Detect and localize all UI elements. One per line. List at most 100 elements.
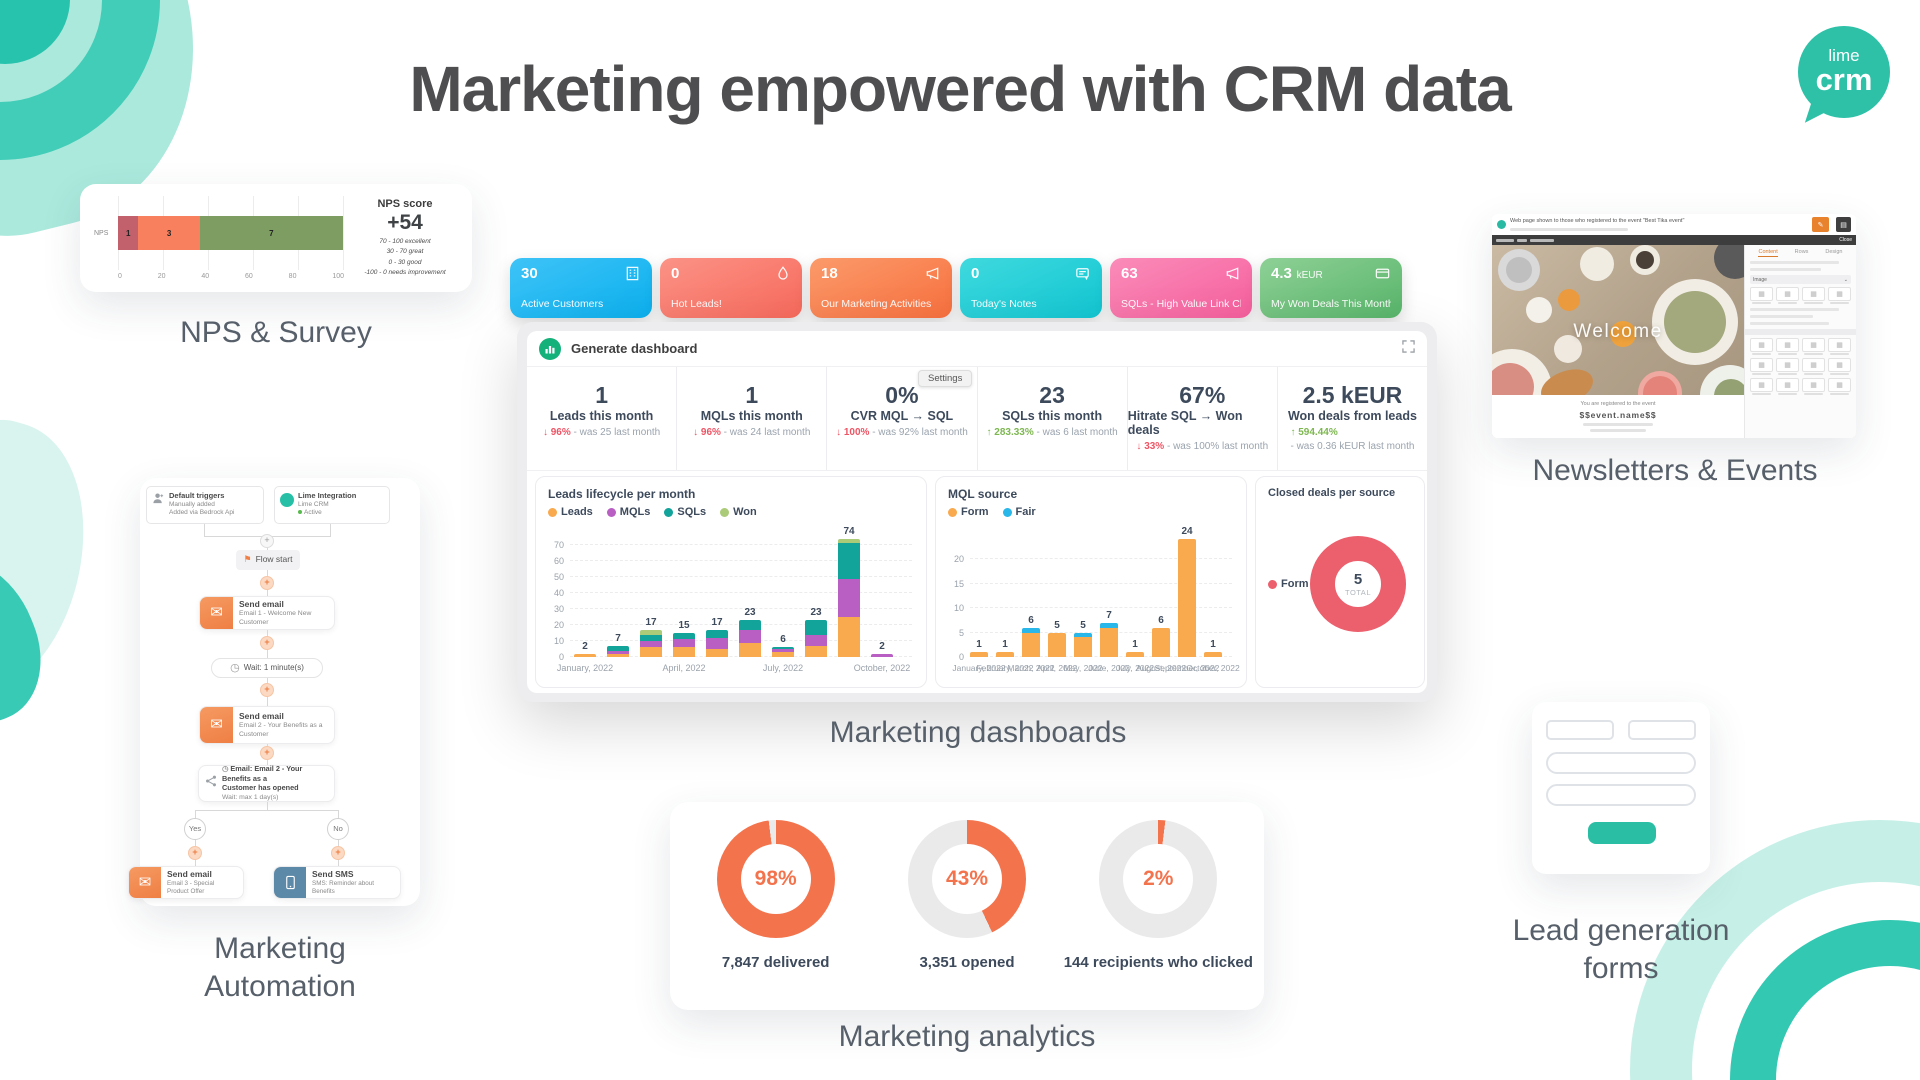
bar-segment-leads xyxy=(673,647,695,657)
trigger-lime-integration[interactable]: Lime Integration Lime CRM Active xyxy=(274,486,390,524)
chart-title: MQL source xyxy=(948,487,1018,501)
settings-button[interactable]: Settings xyxy=(918,370,973,387)
bar-segment-won xyxy=(838,538,860,544)
content-block-thumb[interactable]: ▦ xyxy=(1750,287,1773,304)
send-email-node-3[interactable]: ✉ Send email Email 3 - Special Product O… xyxy=(128,866,244,899)
y-tick-label: 10 xyxy=(953,603,964,613)
trigger-line: Manually added xyxy=(169,500,215,508)
stat-card[interactable]: 0 Today's Notes xyxy=(960,258,1102,318)
expand-icon[interactable] xyxy=(1402,339,1415,358)
bar-segment-mqls xyxy=(805,634,827,646)
stat-card[interactable]: 30 Active Customers xyxy=(510,258,652,318)
send-email-node-1[interactable]: ✉ Send email Email 1 - Welcome New Custo… xyxy=(199,596,335,630)
add-step-button[interactable]: + xyxy=(260,636,274,650)
content-block-thumb[interactable]: ▦ xyxy=(1802,378,1825,395)
bar-stack xyxy=(1152,627,1170,657)
send-email-node-2[interactable]: ✉ Send email Email 2 - Your Benefits as … xyxy=(199,706,335,744)
content-block-thumb[interactable]: ▦ xyxy=(1750,378,1773,395)
tab-content[interactable]: Content xyxy=(1758,249,1778,257)
content-block-thumb[interactable]: ▦ xyxy=(1828,287,1851,304)
add-step-button[interactable]: + xyxy=(188,846,202,860)
bar-total-label: 1 xyxy=(1002,639,1008,651)
add-step-button[interactable]: + xyxy=(260,534,274,548)
form-submit-button[interactable] xyxy=(1588,822,1656,844)
send-sms-node[interactable]: Send SMS SMS: Reminder about Benefits xyxy=(273,866,401,899)
wait-node[interactable]: ◷ Wait: 1 minute(s) xyxy=(211,658,323,678)
nps-bar-segment-detractors: 1 xyxy=(118,216,139,250)
panel-skeleton-row xyxy=(1750,315,1813,318)
kpi-cell: 0% CVR MQL → SQL ↓ 100% - was 92% last mon… xyxy=(827,367,978,470)
thumb-caption xyxy=(1830,373,1849,375)
content-block-thumb[interactable]: ▦ xyxy=(1750,338,1773,355)
add-step-button[interactable]: + xyxy=(331,846,345,860)
content-block-thumb[interactable]: ▦ xyxy=(1750,358,1773,375)
legend-dot xyxy=(720,507,730,517)
add-step-button[interactable]: + xyxy=(260,683,274,697)
y-tick-label: 50 xyxy=(553,572,564,582)
nps-tick: 80 xyxy=(288,273,297,280)
condition-split-node[interactable]: ◷ Email: Email 2 - Your Benefits as a Cu… xyxy=(198,764,335,802)
panel-section-image[interactable]: Image ⌄ xyxy=(1750,275,1851,284)
content-block-thumb[interactable]: ▦ xyxy=(1776,378,1799,395)
legend-item-form: Form xyxy=(948,506,989,518)
gridline xyxy=(970,582,1232,584)
email-stat-group: 98% 7,847 delivered xyxy=(680,820,871,1010)
panel-divider xyxy=(1745,329,1856,335)
x-tick-label: January, 2022 xyxy=(952,663,1006,673)
save-button[interactable]: ✎ xyxy=(1812,217,1829,232)
toolbar-skeleton xyxy=(1496,238,1514,242)
add-step-button[interactable]: + xyxy=(260,576,274,590)
close-button[interactable]: Close xyxy=(1839,237,1852,243)
bar-stack xyxy=(970,652,988,657)
gridline xyxy=(570,544,912,545)
tab-design[interactable]: Design xyxy=(1825,249,1843,255)
bar-segment-form xyxy=(996,652,1014,657)
content-block-thumb[interactable]: ▦ xyxy=(1802,358,1825,375)
stat-card[interactable]: 0 Hot Leads! xyxy=(660,258,802,318)
kpi-change-rest: - was 0.36 kEUR last month xyxy=(1290,440,1415,452)
thumb-caption xyxy=(1778,353,1797,355)
branch-no[interactable]: No xyxy=(327,818,349,840)
form-input-wide[interactable] xyxy=(1546,784,1696,806)
thumb-caption xyxy=(1830,353,1849,355)
content-block-thumb[interactable]: ▦ xyxy=(1776,338,1799,355)
legend-label: SQLs xyxy=(677,506,707,518)
form-input-wide[interactable] xyxy=(1546,752,1696,774)
gridline xyxy=(570,560,912,561)
megaphone-icon xyxy=(924,265,941,287)
trigger-default[interactable]: Default triggers Manually added Added vi… xyxy=(146,486,264,524)
content-block-thumb[interactable]: ▦ xyxy=(1828,378,1851,395)
newsletter-editor-window: Web page shown to those who registered t… xyxy=(1492,214,1856,438)
flow-start-node[interactable]: ⚑ Flow start xyxy=(236,550,300,570)
flow-connector xyxy=(204,524,205,536)
legend-item-sqls: SQLs xyxy=(664,506,706,518)
gridline xyxy=(970,558,1232,559)
content-block-thumb[interactable]: ▦ xyxy=(1828,358,1851,375)
condition-icon: ◷ xyxy=(222,764,231,774)
branch-yes[interactable]: Yes xyxy=(184,818,206,840)
add-step-button[interactable]: + xyxy=(260,746,274,760)
section-label-dashboards: Marketing dashboards xyxy=(829,716,1127,749)
content-block-thumb[interactable]: ▦ xyxy=(1776,358,1799,375)
stat-card[interactable]: 4.3 kEUR My Won Deals This Month xyxy=(1260,258,1402,318)
form-input-small[interactable] xyxy=(1546,720,1614,740)
bar-total-label: 1 xyxy=(1210,639,1216,651)
menu-button[interactable]: ▤ xyxy=(1836,217,1851,232)
section-label-newsletters: Newsletters & Events xyxy=(1532,454,1818,487)
content-block-thumb[interactable]: ▦ xyxy=(1802,287,1825,304)
kpi-cell: 1 MQLs this month ↓ 96% - was 24 last mont… xyxy=(677,367,828,470)
bar-segment-sqls xyxy=(640,634,662,641)
bar-stack xyxy=(640,629,662,657)
content-block-thumb[interactable]: ▦ xyxy=(1802,338,1825,355)
stat-card[interactable]: 18 Our Marketing Activities xyxy=(810,258,952,318)
content-block-thumb[interactable]: ▦ xyxy=(1776,287,1799,304)
tab-rows[interactable]: Rows xyxy=(1794,249,1809,255)
bar-total-label: 24 xyxy=(1181,526,1193,538)
stat-card[interactable]: 63 SQLs - High Value Link Clicks xyxy=(1110,258,1252,318)
bar-segment-form xyxy=(970,652,988,657)
bar-segment-sqls xyxy=(607,645,629,651)
content-block-thumb[interactable]: ▦ xyxy=(1828,338,1851,355)
nps-tick: 40 xyxy=(201,273,210,280)
form-input-small[interactable] xyxy=(1628,720,1696,740)
